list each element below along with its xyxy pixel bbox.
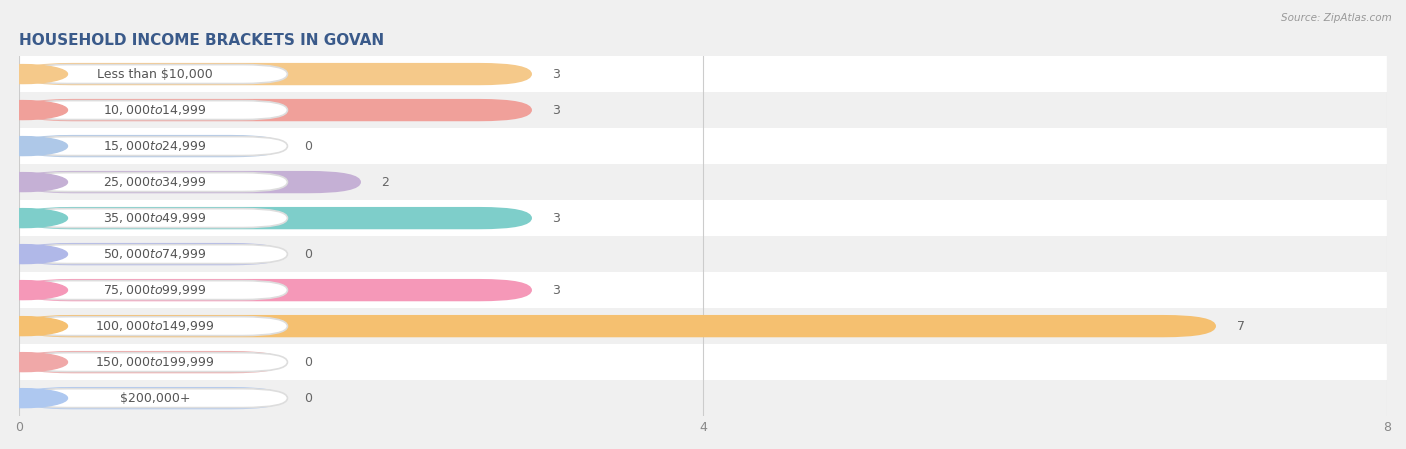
FancyBboxPatch shape xyxy=(22,245,287,264)
Circle shape xyxy=(0,172,67,192)
FancyBboxPatch shape xyxy=(20,344,1386,380)
Text: $15,000 to $24,999: $15,000 to $24,999 xyxy=(103,139,207,153)
Text: 0: 0 xyxy=(305,247,312,260)
FancyBboxPatch shape xyxy=(22,65,287,84)
Circle shape xyxy=(0,65,67,84)
FancyBboxPatch shape xyxy=(22,101,287,119)
Circle shape xyxy=(0,136,67,155)
Circle shape xyxy=(0,389,67,408)
Text: 3: 3 xyxy=(553,68,561,80)
Text: $150,000 to $199,999: $150,000 to $199,999 xyxy=(96,355,215,369)
FancyBboxPatch shape xyxy=(22,389,287,408)
FancyBboxPatch shape xyxy=(20,207,531,229)
Text: $50,000 to $74,999: $50,000 to $74,999 xyxy=(103,247,207,261)
FancyBboxPatch shape xyxy=(20,92,1386,128)
FancyBboxPatch shape xyxy=(20,128,1386,164)
FancyBboxPatch shape xyxy=(20,351,284,373)
Circle shape xyxy=(0,281,67,299)
FancyBboxPatch shape xyxy=(20,387,284,409)
FancyBboxPatch shape xyxy=(22,136,287,155)
Text: 2: 2 xyxy=(381,176,389,189)
Circle shape xyxy=(0,245,67,264)
Text: HOUSEHOLD INCOME BRACKETS IN GOVAN: HOUSEHOLD INCOME BRACKETS IN GOVAN xyxy=(20,33,384,48)
FancyBboxPatch shape xyxy=(22,209,287,228)
Text: $25,000 to $34,999: $25,000 to $34,999 xyxy=(103,175,207,189)
Text: 0: 0 xyxy=(305,140,312,153)
Text: 0: 0 xyxy=(305,392,312,405)
Circle shape xyxy=(0,101,67,119)
Text: 3: 3 xyxy=(553,211,561,224)
FancyBboxPatch shape xyxy=(22,172,287,192)
FancyBboxPatch shape xyxy=(20,135,284,157)
FancyBboxPatch shape xyxy=(20,380,1386,416)
Text: 0: 0 xyxy=(305,356,312,369)
Text: Less than $10,000: Less than $10,000 xyxy=(97,68,212,80)
Text: 3: 3 xyxy=(553,104,561,117)
FancyBboxPatch shape xyxy=(20,200,1386,236)
FancyBboxPatch shape xyxy=(20,171,361,193)
FancyBboxPatch shape xyxy=(20,315,1216,337)
Text: $35,000 to $49,999: $35,000 to $49,999 xyxy=(103,211,207,225)
Circle shape xyxy=(0,209,67,228)
FancyBboxPatch shape xyxy=(20,63,531,85)
Text: $10,000 to $14,999: $10,000 to $14,999 xyxy=(103,103,207,117)
FancyBboxPatch shape xyxy=(20,243,284,265)
Text: Source: ZipAtlas.com: Source: ZipAtlas.com xyxy=(1281,13,1392,23)
FancyBboxPatch shape xyxy=(20,56,1386,92)
FancyBboxPatch shape xyxy=(20,236,1386,272)
Text: $200,000+: $200,000+ xyxy=(120,392,190,405)
FancyBboxPatch shape xyxy=(20,279,531,301)
Circle shape xyxy=(0,317,67,335)
Text: $100,000 to $149,999: $100,000 to $149,999 xyxy=(96,319,215,333)
FancyBboxPatch shape xyxy=(22,352,287,372)
FancyBboxPatch shape xyxy=(20,99,531,121)
FancyBboxPatch shape xyxy=(20,308,1386,344)
FancyBboxPatch shape xyxy=(20,272,1386,308)
Text: 3: 3 xyxy=(553,284,561,297)
FancyBboxPatch shape xyxy=(22,281,287,299)
Text: $75,000 to $99,999: $75,000 to $99,999 xyxy=(103,283,207,297)
Text: 7: 7 xyxy=(1236,320,1244,333)
Circle shape xyxy=(0,352,67,372)
FancyBboxPatch shape xyxy=(20,164,1386,200)
FancyBboxPatch shape xyxy=(22,317,287,335)
